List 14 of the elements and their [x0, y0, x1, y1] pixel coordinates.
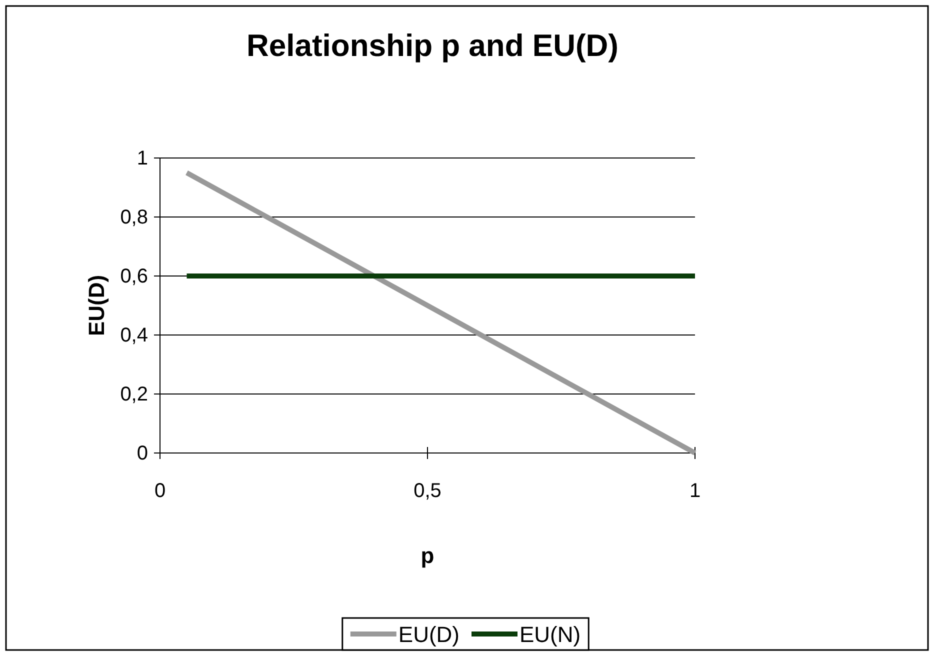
y-tick-label: 0,4: [120, 324, 148, 346]
x-tick-label: 0,5: [414, 480, 442, 502]
y-tick-label: 0,8: [120, 206, 148, 228]
y-tick-label: 0,6: [120, 265, 148, 288]
legend-label: EU(D): [398, 622, 460, 647]
chart-title: Relationship p and EU(D): [246, 28, 618, 63]
y-axis-title: EU(D): [84, 274, 109, 336]
x-tick-label: 1: [689, 480, 701, 502]
y-tick-label: 0: [136, 442, 148, 464]
y-tick-label: 1: [136, 147, 148, 170]
legend-label: EU(N): [520, 622, 581, 647]
y-tick-label: 0,2: [120, 383, 148, 406]
x-tick-label: 0: [154, 480, 166, 502]
x-axis-title: p: [420, 543, 434, 568]
